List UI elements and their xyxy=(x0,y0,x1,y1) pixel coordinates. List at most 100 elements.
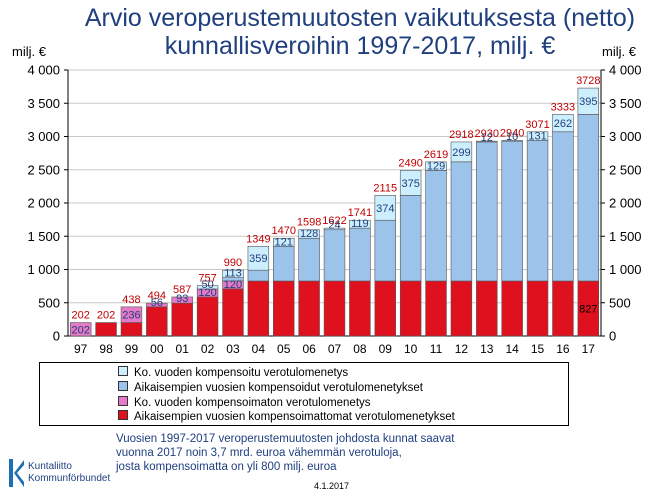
segment-label: 128 xyxy=(300,228,318,240)
total-label: 990 xyxy=(224,257,242,269)
bar-segment xyxy=(323,229,346,282)
legend-item: Aikaisempien vuosien kompensoimattomat v… xyxy=(118,410,455,424)
x-tick-label: 02 xyxy=(201,342,215,356)
bar-segment xyxy=(95,322,117,337)
bar-segment xyxy=(552,280,574,337)
x-tick-label: 15 xyxy=(531,342,545,356)
bar-segment xyxy=(577,87,600,115)
bar-segment xyxy=(399,170,422,196)
bar-segment xyxy=(501,140,523,142)
bar-segment xyxy=(120,306,143,323)
bar-segment xyxy=(577,114,600,282)
bar-segment xyxy=(450,141,473,163)
bar-segment xyxy=(476,280,498,337)
total-label: 2490 xyxy=(398,157,422,169)
y-tick-label-right: 0 xyxy=(609,329,616,344)
bar-segment xyxy=(399,195,422,282)
bar-segment xyxy=(323,280,346,337)
bar-segment xyxy=(349,227,371,282)
bar-segment xyxy=(273,280,295,337)
total-label: 1741 xyxy=(348,207,372,219)
segment-label: 93 xyxy=(176,293,188,305)
total-label: 1598 xyxy=(297,217,321,229)
segment-label: 202 xyxy=(72,324,90,336)
segment-label: 10 xyxy=(506,131,518,143)
x-tick-label: 10 xyxy=(404,342,418,356)
bar-segment xyxy=(374,219,396,282)
y-tick-label-right: 3 500 xyxy=(609,96,642,111)
x-tick-label: 98 xyxy=(99,342,113,356)
title-line-1: Arvio veroperustemuutosten vaikutuksesta… xyxy=(84,4,636,32)
footnote: Vuosien 1997-2017 veroperustemuutosten j… xyxy=(116,432,536,474)
logo-line-2: Kommunförbundet xyxy=(28,473,111,484)
bar-segment xyxy=(69,322,92,337)
y-tick-label-left: 3 500 xyxy=(27,96,60,111)
legend-swatch xyxy=(118,381,128,391)
total-label: 202 xyxy=(97,310,115,322)
total-label: 2619 xyxy=(424,149,448,161)
segment-label: 24 xyxy=(328,220,340,232)
x-tick-label: 06 xyxy=(302,342,316,356)
segment-label: 119 xyxy=(351,218,369,230)
y-tick-label-right: 2 500 xyxy=(609,162,642,177)
chart-title: Arvio veroperustemuutosten vaikutuksesta… xyxy=(60,4,660,60)
x-tick-label: 99 xyxy=(125,342,139,356)
y-axis-unit-right: milj. € xyxy=(602,44,636,59)
footnote-line-2: vuonna 2017 noin 3,7 mrd. euroa vähemmän… xyxy=(116,447,402,459)
bar-segment xyxy=(273,245,295,282)
y-tick-label-right: 1 500 xyxy=(609,229,642,244)
segment-label: 56 xyxy=(151,297,163,309)
bar-segment xyxy=(146,302,168,308)
y-axis-unit-left: milj. € xyxy=(12,44,46,59)
bar-segment xyxy=(501,140,523,282)
bar-segment xyxy=(501,280,523,337)
segment-label: 120 xyxy=(224,279,242,291)
segment-label: 299 xyxy=(452,147,470,159)
segment-label: 120 xyxy=(198,287,216,299)
total-label: 202 xyxy=(72,310,90,322)
bar-segment xyxy=(298,229,320,239)
segment-label: 262 xyxy=(554,118,572,130)
bar-segment xyxy=(374,195,396,221)
x-tick-label: 03 xyxy=(226,342,240,356)
legend-item: Ko. vuoden kompensoitu verotulomenetys xyxy=(118,366,348,380)
segment-label: 129 xyxy=(427,160,445,172)
total-label: 494 xyxy=(148,290,166,302)
legend-swatch xyxy=(118,366,128,376)
y-tick-label-left: 2 000 xyxy=(27,196,60,211)
bar-segment xyxy=(120,322,143,337)
total-label: 3728 xyxy=(576,75,600,87)
y-tick-label-left: 500 xyxy=(38,295,60,310)
y-tick-label-right: 4 000 xyxy=(609,63,642,78)
total-label: 757 xyxy=(198,273,216,285)
x-tick-label: 08 xyxy=(353,342,367,356)
y-tick-label-left: 1 500 xyxy=(27,229,60,244)
total-label: 438 xyxy=(122,294,140,306)
bar-segment xyxy=(425,280,447,337)
segment-label: 374 xyxy=(376,203,394,215)
bar-segment xyxy=(349,280,371,337)
bar-segment xyxy=(323,227,346,231)
total-label: 2115 xyxy=(373,182,397,194)
segment-label: 121 xyxy=(275,236,293,248)
total-label: 2918 xyxy=(449,129,473,141)
x-tick-label: 05 xyxy=(277,342,291,356)
bar-segment xyxy=(425,170,447,282)
y-tick-label-right: 500 xyxy=(609,295,631,310)
x-tick-label: 01 xyxy=(176,342,190,356)
legend: Ko. vuoden kompensoitu verotulomenetys A… xyxy=(39,362,569,426)
bar-segment xyxy=(222,269,244,278)
legend-label: Aikaisempien vuosien kompensoimattomat v… xyxy=(134,411,455,423)
bar-segment xyxy=(425,161,447,171)
bar-segment xyxy=(171,296,193,304)
segment-label: 827 xyxy=(579,304,597,316)
x-tick-label: 09 xyxy=(379,342,393,356)
bar-segment xyxy=(146,306,168,337)
bar-segment xyxy=(526,280,549,337)
x-tick-label: 16 xyxy=(556,342,570,356)
total-label: 1349 xyxy=(246,233,270,245)
bar-segment xyxy=(374,280,396,337)
bar-segment xyxy=(526,131,549,141)
x-tick-label: 07 xyxy=(328,342,342,356)
